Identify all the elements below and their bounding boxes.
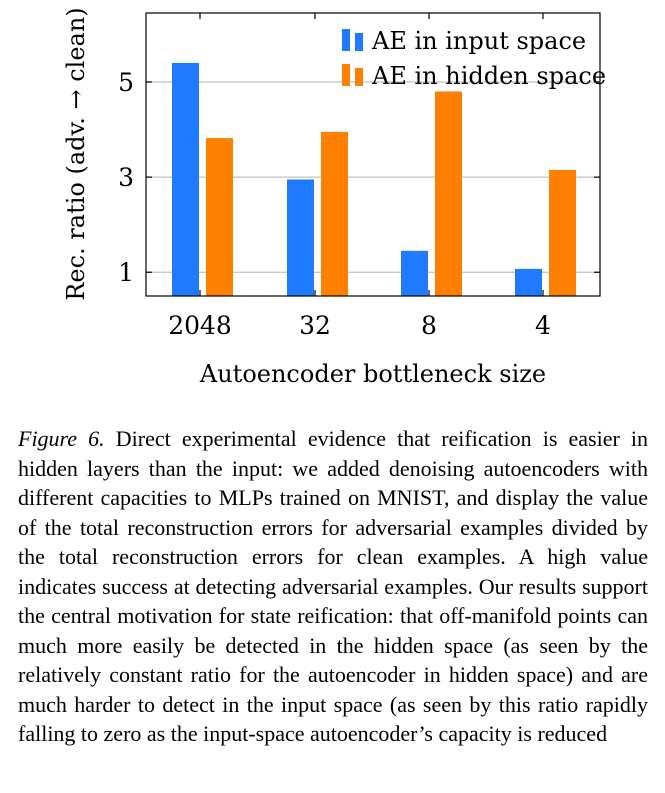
x-axis-title: Autoencoder bottleneck size [199,360,546,388]
legend-swatch [342,64,350,86]
y-tick-label: 5 [118,68,134,97]
legend-swatch [342,29,350,51]
bar-hidden-space-2048 [206,138,233,296]
x-tick-label: 8 [421,311,437,340]
legend-swatch [355,68,363,86]
bar-hidden-space-8 [435,91,462,296]
x-tick-label: 4 [535,311,551,340]
y-axis-title: Rec. ratio (adv. → clean) [62,7,90,300]
y-tick-label: 3 [118,163,134,192]
y-tick-label: 1 [118,258,134,287]
bars [172,62,576,296]
legend-entry: AE in input space [342,27,586,55]
figure-label: Figure 6. [18,426,105,451]
x-tick-label: 32 [299,311,331,340]
bar-input-space-8 [401,250,428,296]
legend-label: AE in hidden space [371,62,606,90]
axis-ticks: 1 3 5 2048 32 8 4 [118,13,600,340]
figure-caption: Figure 6. Direct experimental evidence t… [18,424,648,749]
x-tick-label: 2048 [168,311,232,340]
bar-input-space-32 [287,179,314,296]
bar-input-space-2048 [172,62,199,296]
bar-input-space-4 [515,268,542,296]
bar-hidden-space-4 [549,169,576,296]
legend-label: AE in input space [371,27,586,55]
caption-text: Direct experimental evidence that reific… [18,426,649,746]
legend-entry: AE in hidden space [342,62,606,90]
plot-frame [145,12,601,297]
legend-swatch [355,33,363,51]
legend: AE in input space AE in hidden space [342,27,606,90]
bar-hidden-space-32 [321,131,348,296]
